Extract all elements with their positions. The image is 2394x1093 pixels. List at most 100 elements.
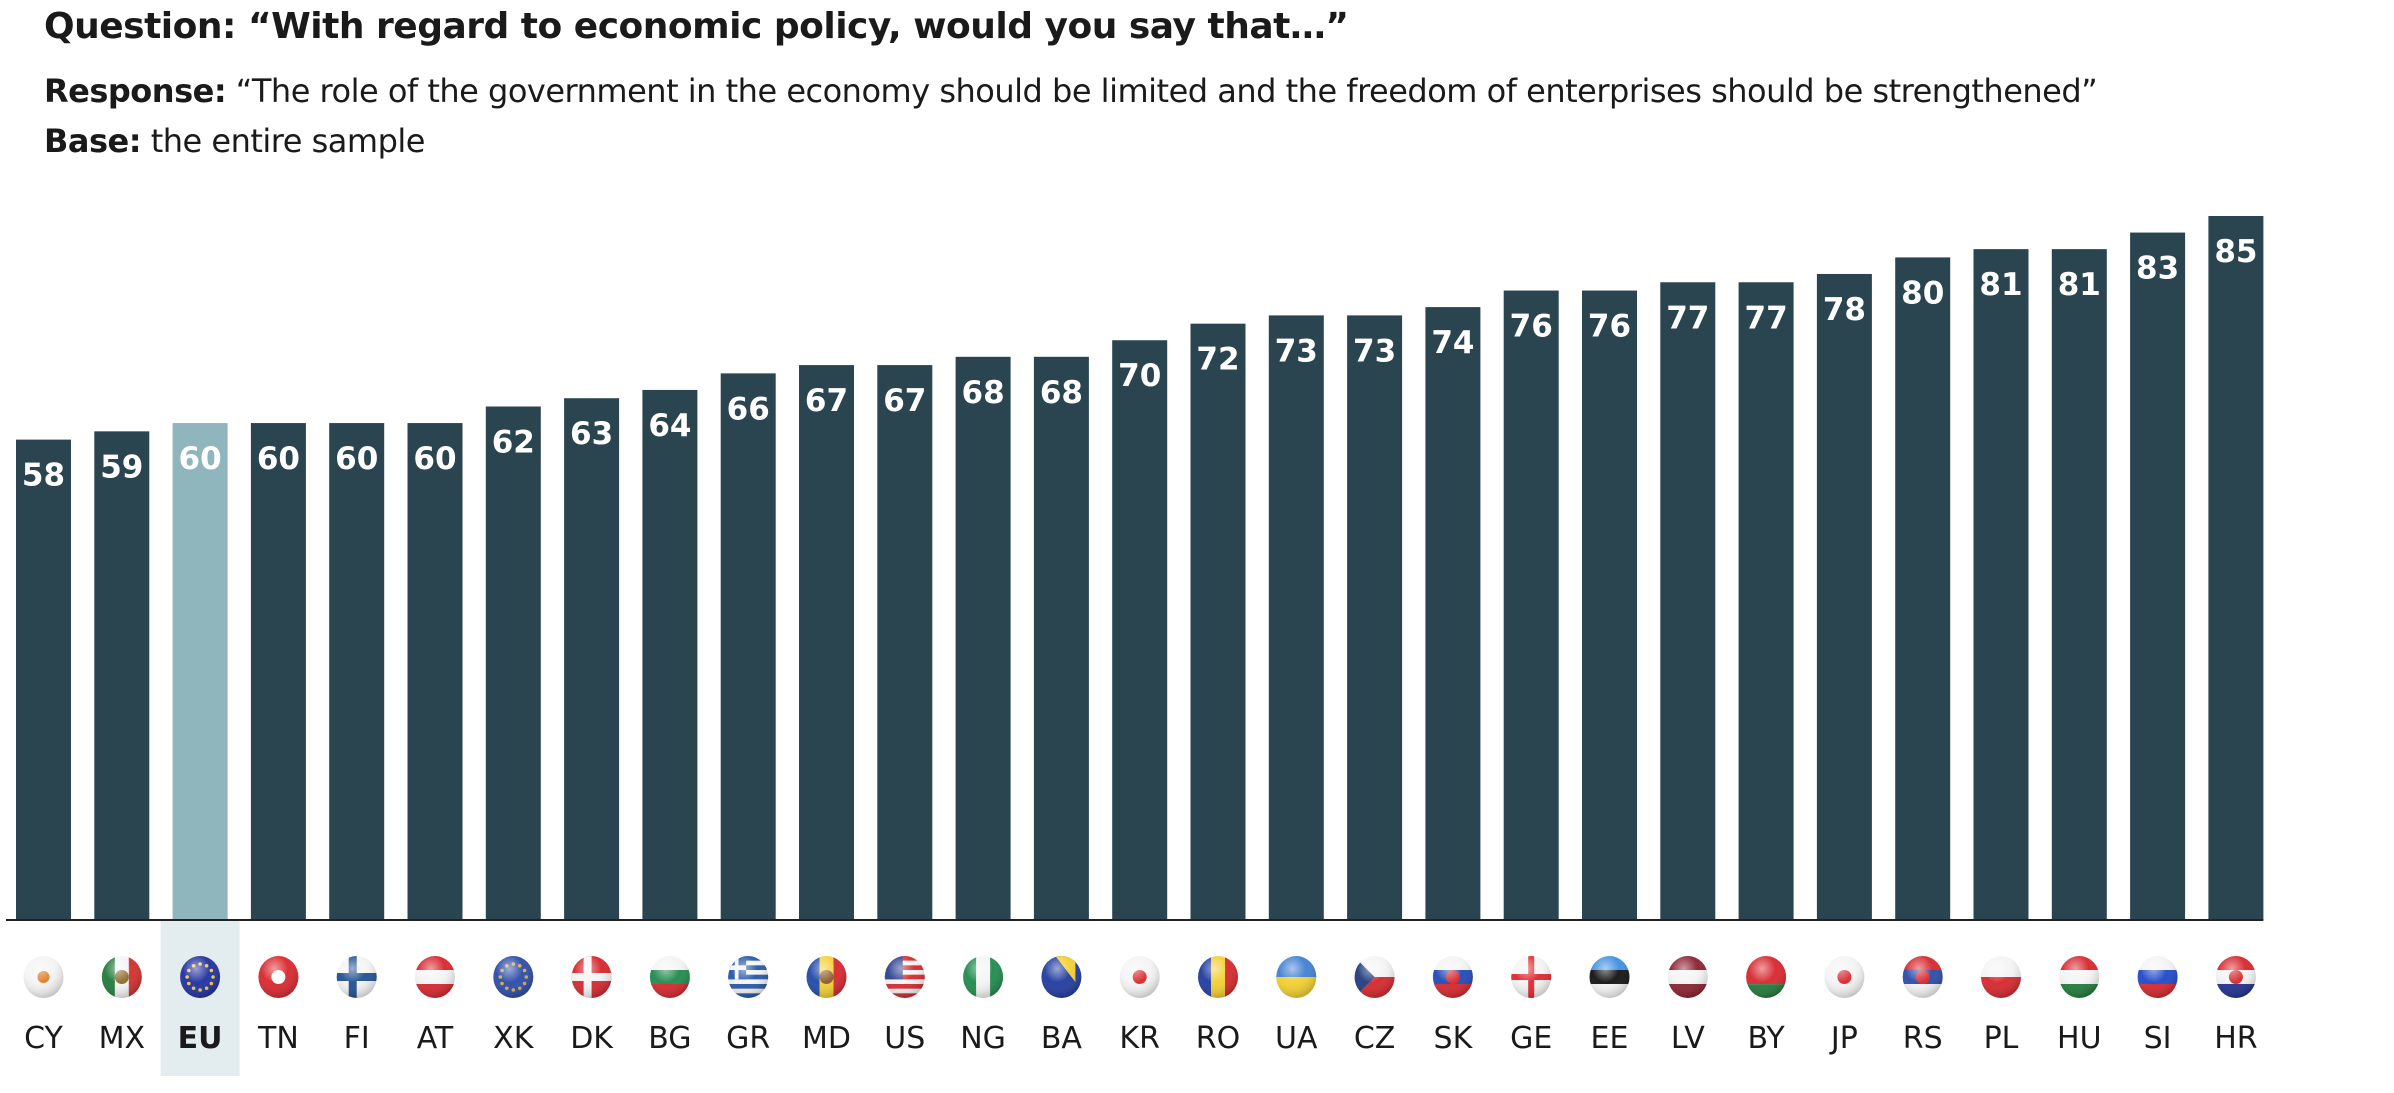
bulgaria-flag-icon bbox=[649, 956, 690, 998]
usa-flag-icon bbox=[884, 956, 925, 998]
category-label-ba: BA bbox=[1041, 1021, 1083, 1056]
latvia-flag-icon bbox=[1667, 956, 1708, 998]
base-line: Base: the entire sample bbox=[44, 122, 425, 160]
value-label-at: 60 bbox=[413, 441, 456, 477]
category-label-md: MD bbox=[802, 1021, 851, 1056]
bar-ng bbox=[955, 356, 1011, 920]
greece-flag-icon bbox=[728, 956, 769, 998]
slovakia-flag-icon bbox=[1432, 956, 1473, 998]
question-text: “With regard to economic policy, would y… bbox=[247, 6, 1349, 47]
category-label-ng: NG bbox=[960, 1021, 1006, 1056]
category-label-cy: CY bbox=[24, 1021, 63, 1056]
category-label-hu: HU bbox=[2057, 1021, 2102, 1056]
value-label-fi: 60 bbox=[335, 441, 378, 477]
base-text: the entire sample bbox=[150, 122, 426, 160]
bar-cy bbox=[16, 439, 71, 920]
category-label-ua: UA bbox=[1275, 1021, 1318, 1056]
south-korea-flag-icon bbox=[1119, 956, 1160, 998]
value-label-us: 67 bbox=[883, 383, 926, 419]
highlight-layer bbox=[160, 921, 240, 1076]
bar-fi bbox=[329, 423, 385, 920]
category-label-jp: JP bbox=[1829, 1021, 1858, 1056]
category-label-us: US bbox=[884, 1021, 925, 1056]
bar-gr bbox=[720, 373, 776, 920]
category-label-cz: CZ bbox=[1354, 1021, 1396, 1056]
category-label-pl: PL bbox=[1984, 1021, 2019, 1056]
bar-hr bbox=[2208, 216, 2264, 920]
category-label-tn: TN bbox=[257, 1021, 299, 1056]
category-label-eu: EU bbox=[178, 1021, 223, 1056]
value-label-kr: 70 bbox=[1118, 358, 1161, 394]
category-label-fi: FI bbox=[344, 1021, 370, 1056]
question-line: Question: “With regard to economic polic… bbox=[44, 6, 1349, 47]
bar-by bbox=[1738, 282, 1794, 921]
value-label-ba: 68 bbox=[1040, 375, 1083, 411]
bar-hu bbox=[2051, 249, 2107, 921]
value-label-ua: 73 bbox=[1275, 333, 1318, 369]
category-label-ee: EE bbox=[1591, 1021, 1629, 1056]
highlight-background bbox=[160, 921, 240, 1076]
value-label-si: 83 bbox=[2136, 251, 2179, 287]
category-label-at: AT bbox=[417, 1021, 454, 1056]
estonia-flag-icon bbox=[1589, 956, 1630, 998]
value-label-md: 67 bbox=[805, 383, 848, 419]
value-label-hu: 81 bbox=[2058, 267, 2101, 303]
bar-at bbox=[407, 423, 463, 920]
czech-flag-icon bbox=[1354, 956, 1395, 998]
value-label-pl: 81 bbox=[1979, 267, 2022, 303]
flags-layer bbox=[23, 956, 2256, 998]
value-label-by: 77 bbox=[1745, 300, 1788, 336]
bar-bg bbox=[642, 389, 698, 920]
bar-xk bbox=[485, 406, 541, 920]
bar-us bbox=[877, 365, 933, 920]
category-label-kr: KR bbox=[1119, 1021, 1160, 1056]
category-label-bg: BG bbox=[648, 1021, 691, 1056]
slovenia-flag-icon bbox=[2137, 956, 2178, 998]
value-label-tn: 60 bbox=[257, 441, 300, 477]
value-label-gr: 66 bbox=[727, 391, 770, 427]
category-label-lv: LV bbox=[1671, 1021, 1705, 1056]
category-label-hr: HR bbox=[2214, 1021, 2257, 1056]
mexico-flag-icon bbox=[101, 956, 142, 998]
category-label-by: BY bbox=[1747, 1021, 1785, 1056]
nigeria-flag-icon bbox=[963, 956, 1004, 998]
belarus-flag-icon bbox=[1746, 956, 1787, 998]
bar-tn bbox=[250, 423, 306, 920]
bar-lv bbox=[1660, 282, 1716, 921]
romania-flag-icon bbox=[1198, 956, 1238, 998]
bosnia-flag-icon bbox=[1041, 956, 1082, 998]
bar-ro bbox=[1190, 323, 1246, 920]
value-label-cz: 73 bbox=[1353, 333, 1396, 369]
category-label-dk: DK bbox=[570, 1021, 614, 1056]
value-label-eu: 60 bbox=[179, 441, 222, 477]
value-label-ng: 68 bbox=[962, 375, 1005, 411]
value-label-ge: 76 bbox=[1510, 309, 1553, 345]
category-label-rs: RS bbox=[1903, 1021, 1943, 1056]
georgia-flag-icon bbox=[1511, 956, 1552, 998]
serbia-flag-icon bbox=[1902, 956, 1943, 998]
category-label-gr: GR bbox=[726, 1021, 770, 1056]
base-label: Base: bbox=[44, 122, 142, 160]
value-label-dk: 63 bbox=[570, 416, 613, 452]
category-label-mx: MX bbox=[99, 1021, 145, 1056]
bars-layer: 58 59 60 60 60 60 62 63 64 66 67 67 68 68 70 72 73 73 74 76… bbox=[16, 216, 2264, 921]
bar-cz bbox=[1347, 315, 1403, 920]
value-label-rs: 80 bbox=[1901, 275, 1944, 311]
category-labels-layer: CY MX EU TN FI AT XK DK BG GR MD US NG BA KR RO UA CZ SK GE… bbox=[24, 1021, 2257, 1056]
austria-flag-icon bbox=[415, 956, 455, 998]
bar-md bbox=[799, 365, 854, 920]
finland-flag-icon bbox=[336, 956, 377, 998]
bar-pl bbox=[1973, 249, 2029, 921]
response-line: Response: “The role of the government in… bbox=[44, 72, 2098, 110]
value-label-jp: 78 bbox=[1823, 292, 1866, 328]
bar-jp bbox=[1816, 273, 1872, 921]
eu-flag-icon bbox=[180, 956, 221, 998]
bar-dk bbox=[564, 398, 620, 920]
bar-ee bbox=[1582, 290, 1637, 921]
croatia-flag-icon bbox=[2215, 956, 2256, 998]
bar-rs bbox=[1895, 257, 1951, 921]
value-label-xk: 62 bbox=[492, 424, 535, 460]
kosovo-flag-icon bbox=[493, 956, 534, 998]
response-text: “The role of the government in the econo… bbox=[235, 72, 2098, 110]
question-label: Question: bbox=[44, 6, 236, 47]
